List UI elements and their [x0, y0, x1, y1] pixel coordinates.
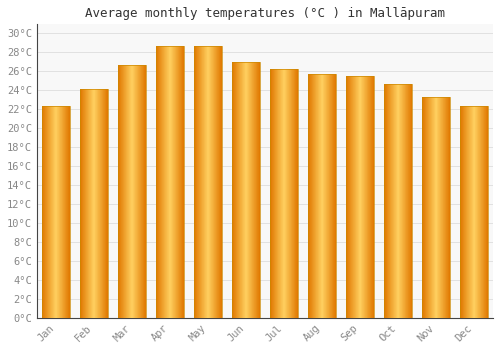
Bar — [80, 89, 108, 318]
Bar — [384, 84, 411, 318]
Title: Average monthly temperatures (°C ) in Mallāpuram: Average monthly temperatures (°C ) in Ma… — [85, 7, 445, 20]
Bar — [232, 62, 260, 318]
Bar — [42, 106, 70, 318]
Bar — [460, 106, 487, 318]
Bar — [156, 46, 184, 318]
Bar — [346, 76, 374, 318]
Bar — [118, 65, 146, 318]
Bar — [270, 69, 297, 318]
Bar — [308, 74, 336, 318]
Bar — [194, 46, 222, 318]
Bar — [422, 97, 450, 318]
